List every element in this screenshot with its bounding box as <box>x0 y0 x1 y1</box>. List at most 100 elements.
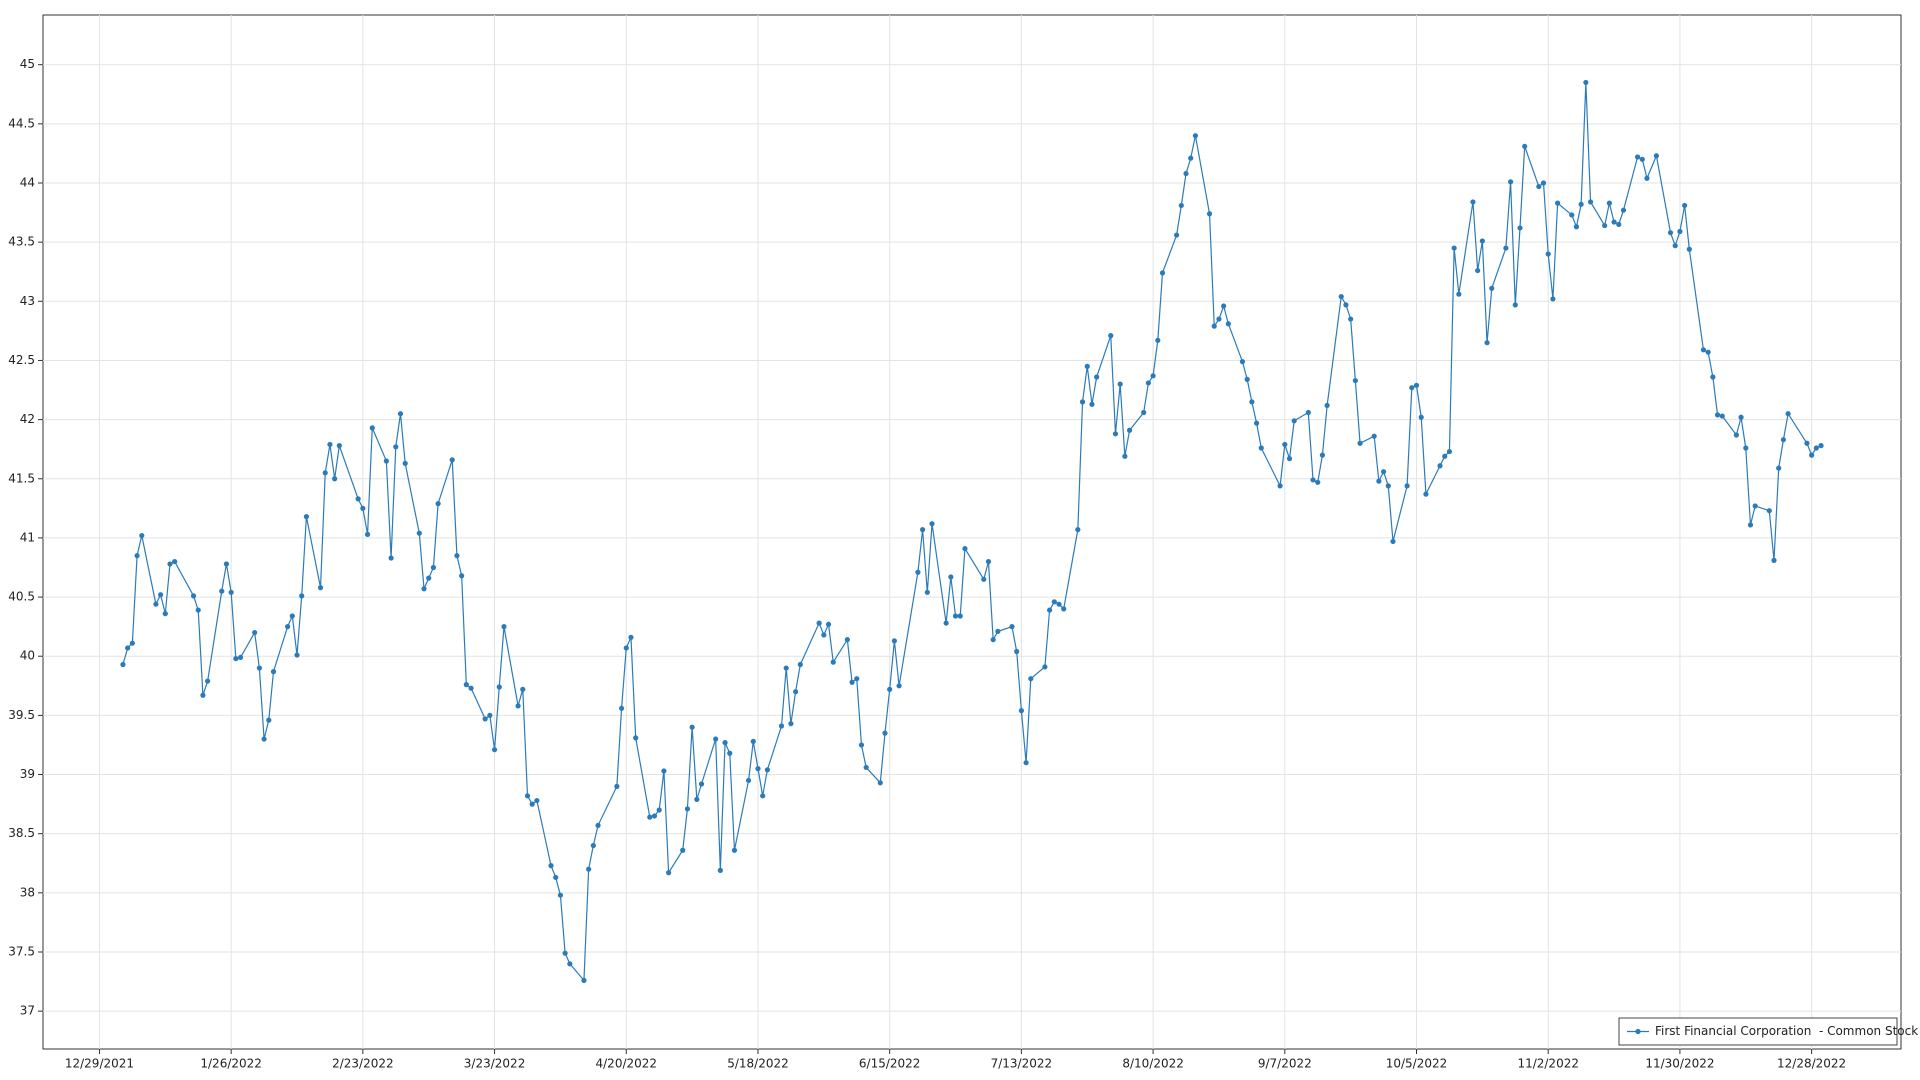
data-point <box>534 797 540 804</box>
x-tick-label: 4/20/2022 <box>596 1057 658 1071</box>
data-point <box>929 521 935 527</box>
y-tick-label: 40.5 <box>8 590 35 604</box>
data-point <box>223 561 230 567</box>
data-point <box>1221 303 1227 309</box>
data-point <box>1225 321 1231 327</box>
data-point <box>1258 445 1264 451</box>
data-point <box>200 692 206 698</box>
data-point <box>1616 221 1622 228</box>
data-point <box>755 766 761 772</box>
data-point <box>1192 133 1199 139</box>
data-point <box>529 801 535 807</box>
data-point <box>449 457 455 463</box>
data-point <box>303 514 310 520</box>
data-point <box>388 555 394 561</box>
data-point <box>1047 607 1053 613</box>
data-point <box>364 531 371 537</box>
data-point <box>463 682 469 688</box>
data-point <box>656 807 662 813</box>
data-point <box>1818 443 1824 449</box>
data-point <box>383 458 389 464</box>
data-point <box>666 870 672 876</box>
data-point <box>858 742 865 748</box>
data-point <box>1503 245 1509 251</box>
data-point <box>1122 453 1128 459</box>
data-point <box>284 624 291 630</box>
x-tick-label: 6/15/2022 <box>859 1057 921 1071</box>
data-point <box>322 470 328 476</box>
data-point <box>219 588 225 594</box>
data-point <box>1776 465 1782 471</box>
data-point <box>1611 219 1617 225</box>
data-point <box>821 632 827 638</box>
data-point <box>1644 175 1650 181</box>
data-point <box>482 716 488 722</box>
data-point <box>1489 285 1495 291</box>
data-point <box>228 589 234 595</box>
data-point <box>1084 363 1090 369</box>
data-point <box>1018 708 1024 714</box>
data-point <box>1188 155 1194 161</box>
data-point <box>713 736 719 742</box>
data-point <box>1042 664 1048 670</box>
y-tick-label: 37 <box>20 1004 35 1018</box>
data-point <box>1380 469 1387 475</box>
data-point <box>1385 483 1391 489</box>
data-point <box>1653 153 1660 159</box>
data-point <box>1743 445 1749 451</box>
data-point <box>1413 382 1420 388</box>
data-point <box>764 767 770 773</box>
data-point <box>430 564 437 571</box>
data-point <box>299 593 305 599</box>
data-point <box>1738 414 1744 420</box>
data-point <box>793 689 799 695</box>
data-point <box>1667 230 1674 236</box>
data-point <box>1014 648 1020 655</box>
data-point <box>943 620 949 626</box>
data-point <box>1456 291 1462 297</box>
x-tick-label: 11/30/2022 <box>1645 1057 1714 1071</box>
data-point <box>360 505 366 511</box>
data-point <box>1442 453 1448 459</box>
data-point <box>778 723 785 729</box>
data-point <box>1028 676 1034 682</box>
data-point <box>614 783 620 789</box>
data-point <box>1780 437 1787 443</box>
y-tick-label: 43 <box>20 294 35 308</box>
data-point <box>1348 316 1354 322</box>
data-point <box>369 425 375 431</box>
data-point <box>1310 477 1316 483</box>
data-point <box>1705 349 1711 355</box>
data-point <box>1249 399 1255 405</box>
data-point <box>1522 143 1528 149</box>
data-point <box>985 558 992 565</box>
data-point <box>266 717 272 723</box>
data-point <box>1216 316 1222 322</box>
data-point <box>1639 156 1645 162</box>
data-point <box>1479 238 1485 244</box>
data-point <box>863 764 869 771</box>
data-point <box>717 867 723 873</box>
data-point <box>167 561 173 567</box>
data-point <box>618 705 625 711</box>
data-point <box>1700 347 1707 353</box>
data-point <box>745 777 752 784</box>
x-tick-label: 9/7/2022 <box>1258 1057 1312 1071</box>
data-point <box>1752 503 1758 509</box>
data-point <box>1178 202 1184 209</box>
y-tick-label: 37.5 <box>8 944 35 958</box>
data-point <box>1804 440 1810 446</box>
data-point <box>562 950 568 956</box>
data-point <box>402 460 408 466</box>
data-point <box>877 780 883 786</box>
data-point <box>1315 479 1321 485</box>
data-point <box>557 892 564 898</box>
data-point <box>1517 225 1523 231</box>
data-point <box>1094 374 1100 380</box>
data-point <box>553 874 559 881</box>
x-tick-label: 12/28/2022 <box>1777 1057 1846 1071</box>
data-point <box>1211 323 1217 329</box>
data-point <box>1324 402 1330 409</box>
data-point <box>1634 154 1641 160</box>
